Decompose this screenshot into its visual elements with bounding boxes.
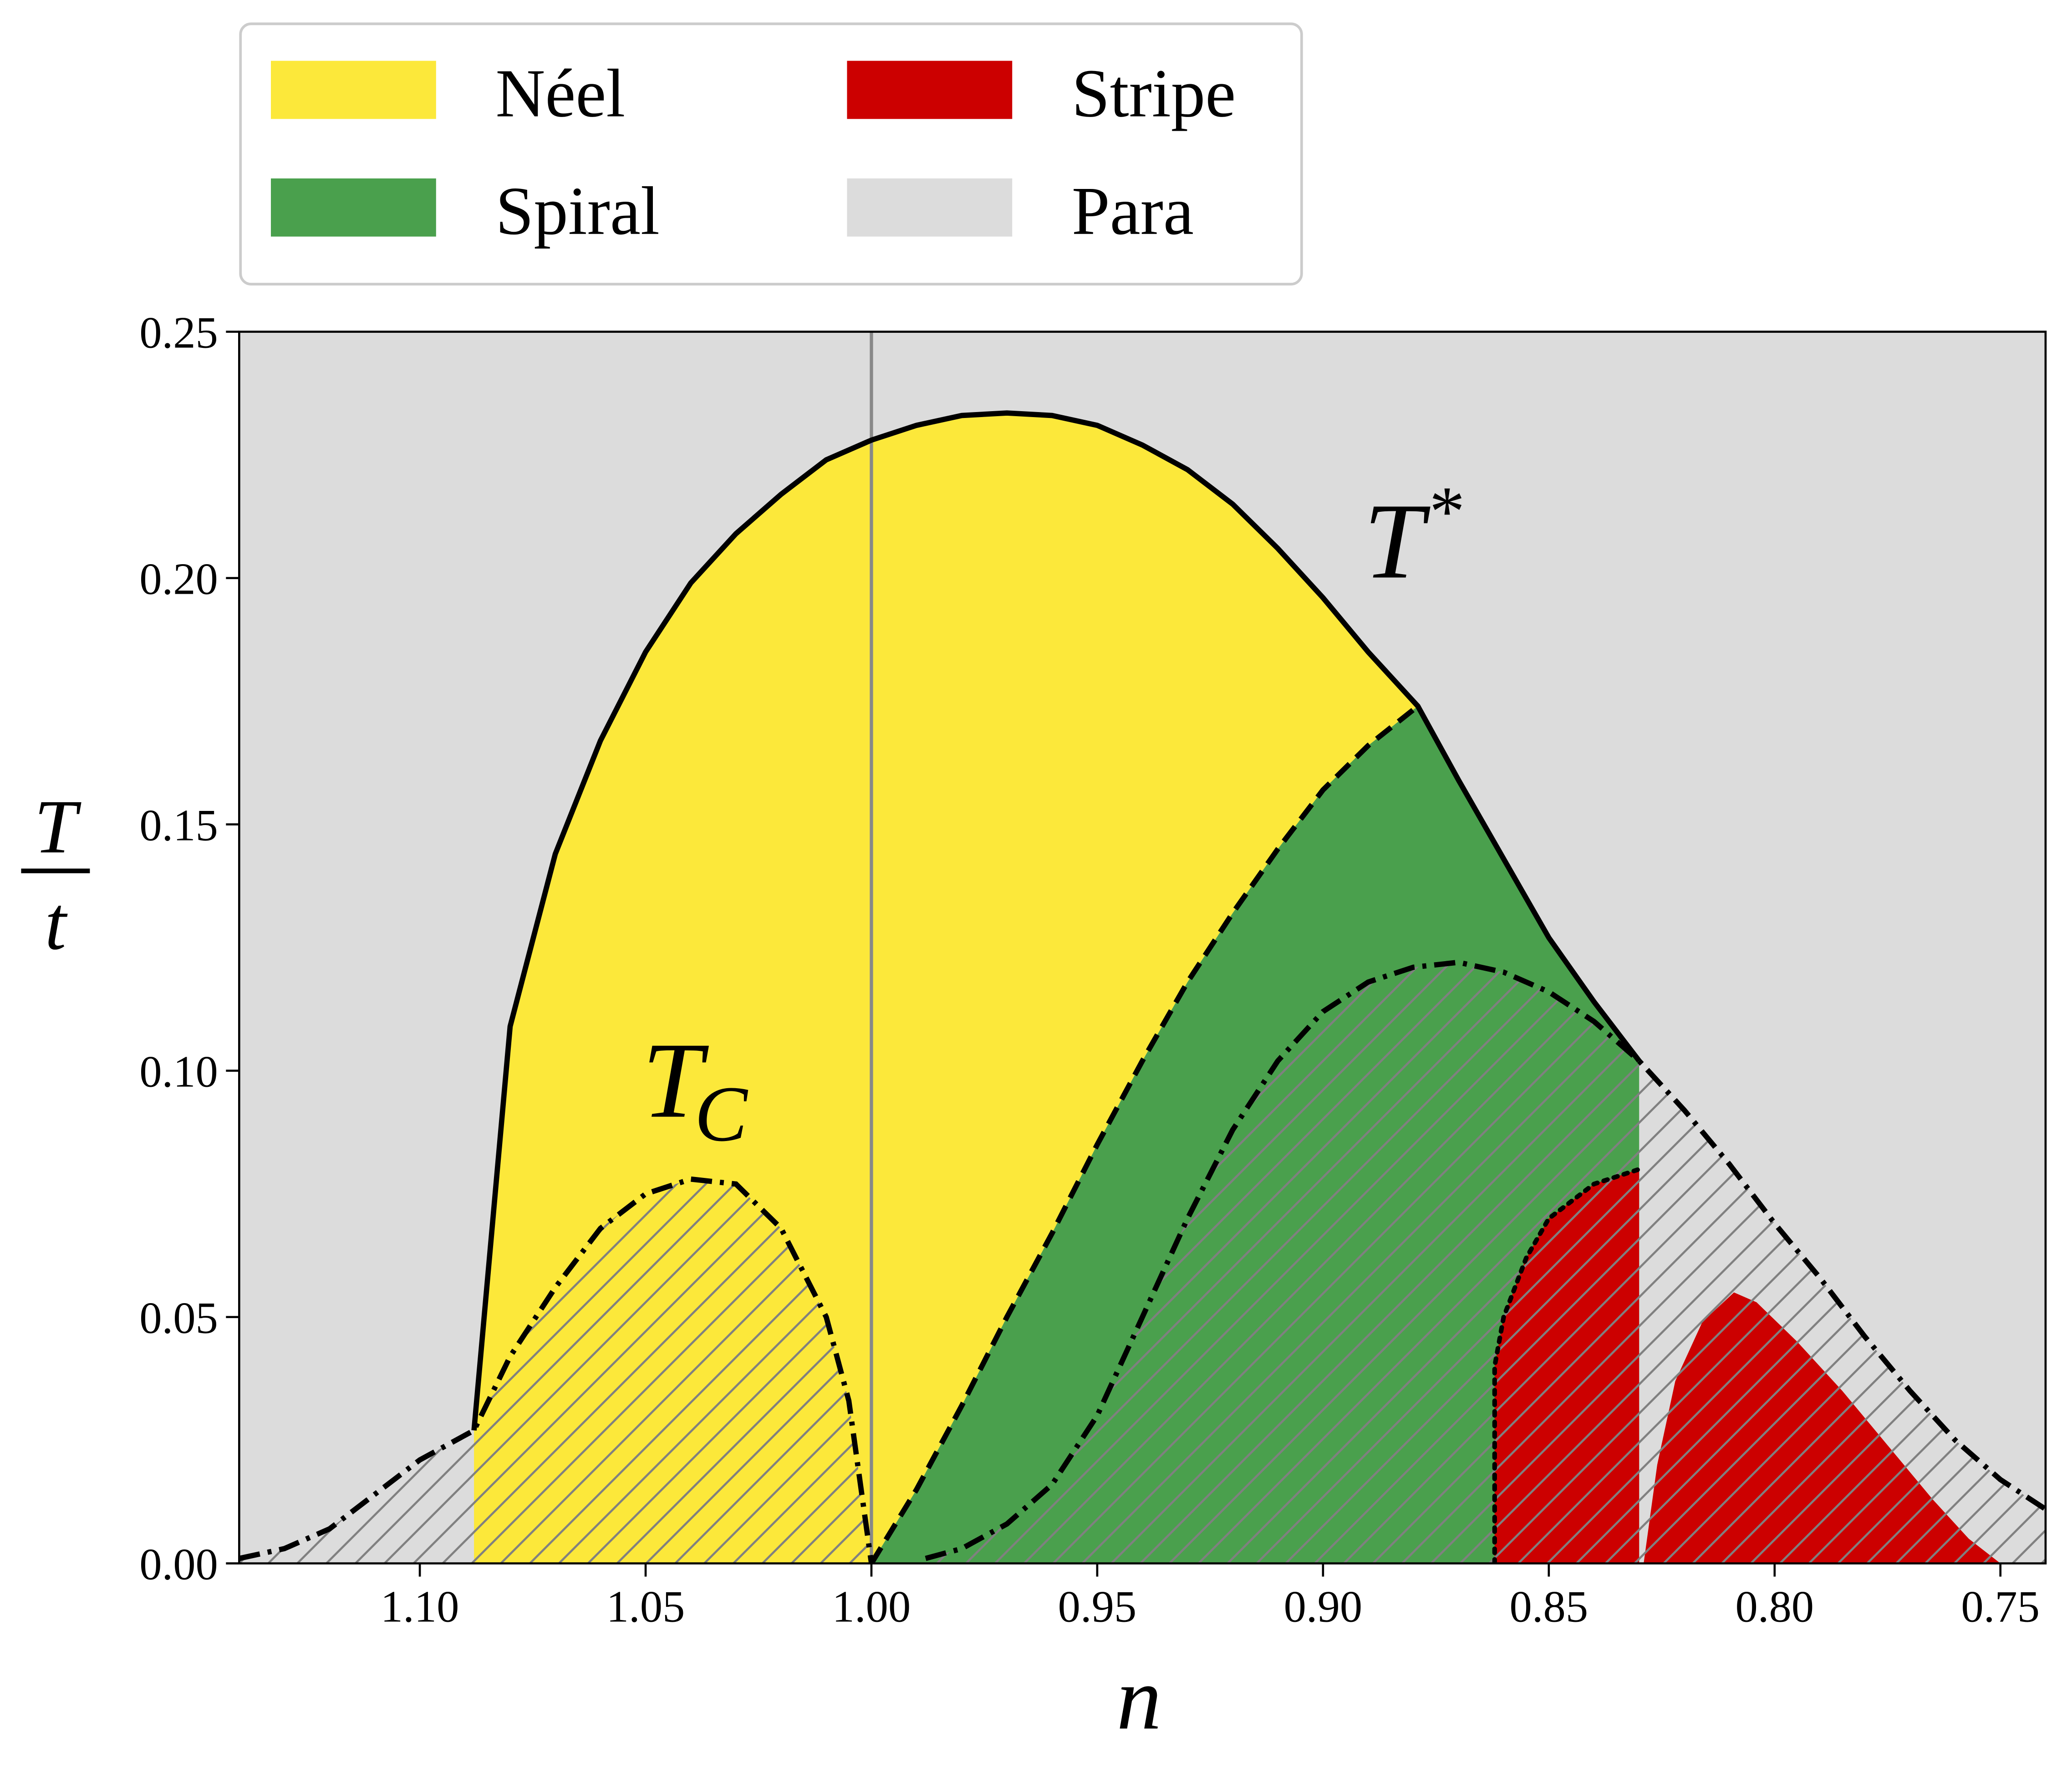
x-tick-label: 0.85: [1510, 1582, 1588, 1631]
x-tick-label: 0.90: [1284, 1582, 1363, 1631]
annotation: T *: [1364, 472, 1465, 601]
x-tick-label: 0.75: [1961, 1582, 2040, 1631]
annotation: TC: [642, 1021, 748, 1158]
annotation-subscript: C: [695, 1070, 748, 1158]
x-tick-label: 0.95: [1058, 1582, 1137, 1631]
axes: 1.10 1.05 1.00 0.95 0.90 0.85 0.80 0.75 0.00 0.05…: [139, 308, 2040, 1631]
y-tick-label: 0.15: [139, 800, 218, 850]
x-tick-label: 1.05: [606, 1582, 685, 1631]
x-tick-label: 1.10: [381, 1582, 459, 1631]
x-axis-label: n: [1117, 1648, 1162, 1748]
legend-label: Para: [1072, 173, 1194, 249]
legend-label: Néel: [495, 55, 625, 131]
annotations: T *TC: [642, 472, 1465, 1158]
annotation-text: T: [642, 1021, 709, 1141]
boundary-line: [471, 410, 1641, 1431]
y-tick-label: 0.05: [139, 1293, 218, 1343]
annotation-text: T: [1364, 481, 1431, 601]
plot-area: [239, 331, 2046, 1564]
x-tick-label: 1.00: [832, 1582, 911, 1631]
annotation-superscript: *: [1429, 472, 1465, 551]
boundary-line: [925, 959, 2046, 1561]
boundary-line: [869, 704, 1420, 1564]
legend: Néel Spiral Stripe Para: [270, 55, 1236, 249]
plot-frame: [238, 331, 2047, 1564]
legend-label: Spiral: [495, 173, 659, 249]
y-tick-label: 0.20: [139, 554, 218, 604]
legend-swatch: [270, 178, 436, 237]
boundary-line: [1492, 1167, 1642, 1564]
legend-swatch: [847, 61, 1013, 119]
boundary-line: [239, 1176, 874, 1564]
hatch-region: [239, 1179, 872, 1564]
y-tick-label: 0.25: [139, 308, 218, 357]
y-tick-label: 0.10: [139, 1047, 218, 1096]
legend-swatch: [847, 178, 1013, 237]
y-axis-label-numerator: T: [34, 785, 81, 869]
hatch-region: [926, 962, 2046, 1564]
legend-box: [239, 22, 1303, 285]
y-axis-label-denominator: t: [45, 881, 68, 966]
y-tick-label: 0.00: [139, 1539, 218, 1589]
x-tick-label: 0.80: [1735, 1582, 1814, 1631]
legend-swatch: [270, 61, 436, 119]
legend-label: Stripe: [1072, 55, 1236, 131]
